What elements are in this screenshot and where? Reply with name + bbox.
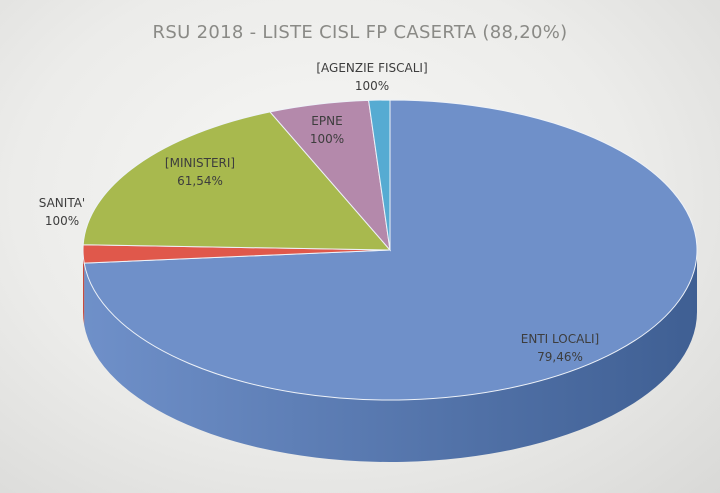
- chart-title: RSU 2018 - LISTE CISL FP CASERTA (88,20%…: [152, 22, 568, 43]
- pie-slice-side: [83, 250, 85, 326]
- slice-label: ENTI LOCALI] 79,46%: [521, 332, 599, 364]
- slice-name: ENTI LOCALI]: [521, 332, 599, 346]
- slice-name: SANITA': [39, 196, 85, 210]
- pie-slices: [82, 99, 698, 401]
- slice-label: SANITA' 100%: [39, 196, 85, 228]
- slice-label: [MINISTERI] 61,54%: [165, 156, 235, 188]
- slice-name: [AGENZIE FISCALI]: [316, 61, 427, 75]
- pie-slice: [82, 111, 392, 251]
- slice-label: [AGENZIE FISCALI] 100%: [316, 61, 427, 93]
- slice-value: 100%: [310, 132, 344, 146]
- pie-depth: [83, 250, 698, 463]
- slice-value: 100%: [45, 214, 79, 228]
- pie-slice-side: [84, 250, 698, 463]
- slice-label: EPNE 100%: [310, 114, 344, 146]
- slice-name: EPNE: [311, 114, 342, 128]
- slice-value: 61,54%: [177, 174, 223, 188]
- slice-name: [MINISTERI]: [165, 156, 235, 170]
- pie-labels: ENTI LOCALI] 79,46% SANITA' 100% [MINISTERI]…: [39, 61, 599, 364]
- pie-slice: [368, 99, 391, 251]
- slice-value: 79,46%: [537, 350, 583, 364]
- slice-value: 100%: [355, 79, 389, 93]
